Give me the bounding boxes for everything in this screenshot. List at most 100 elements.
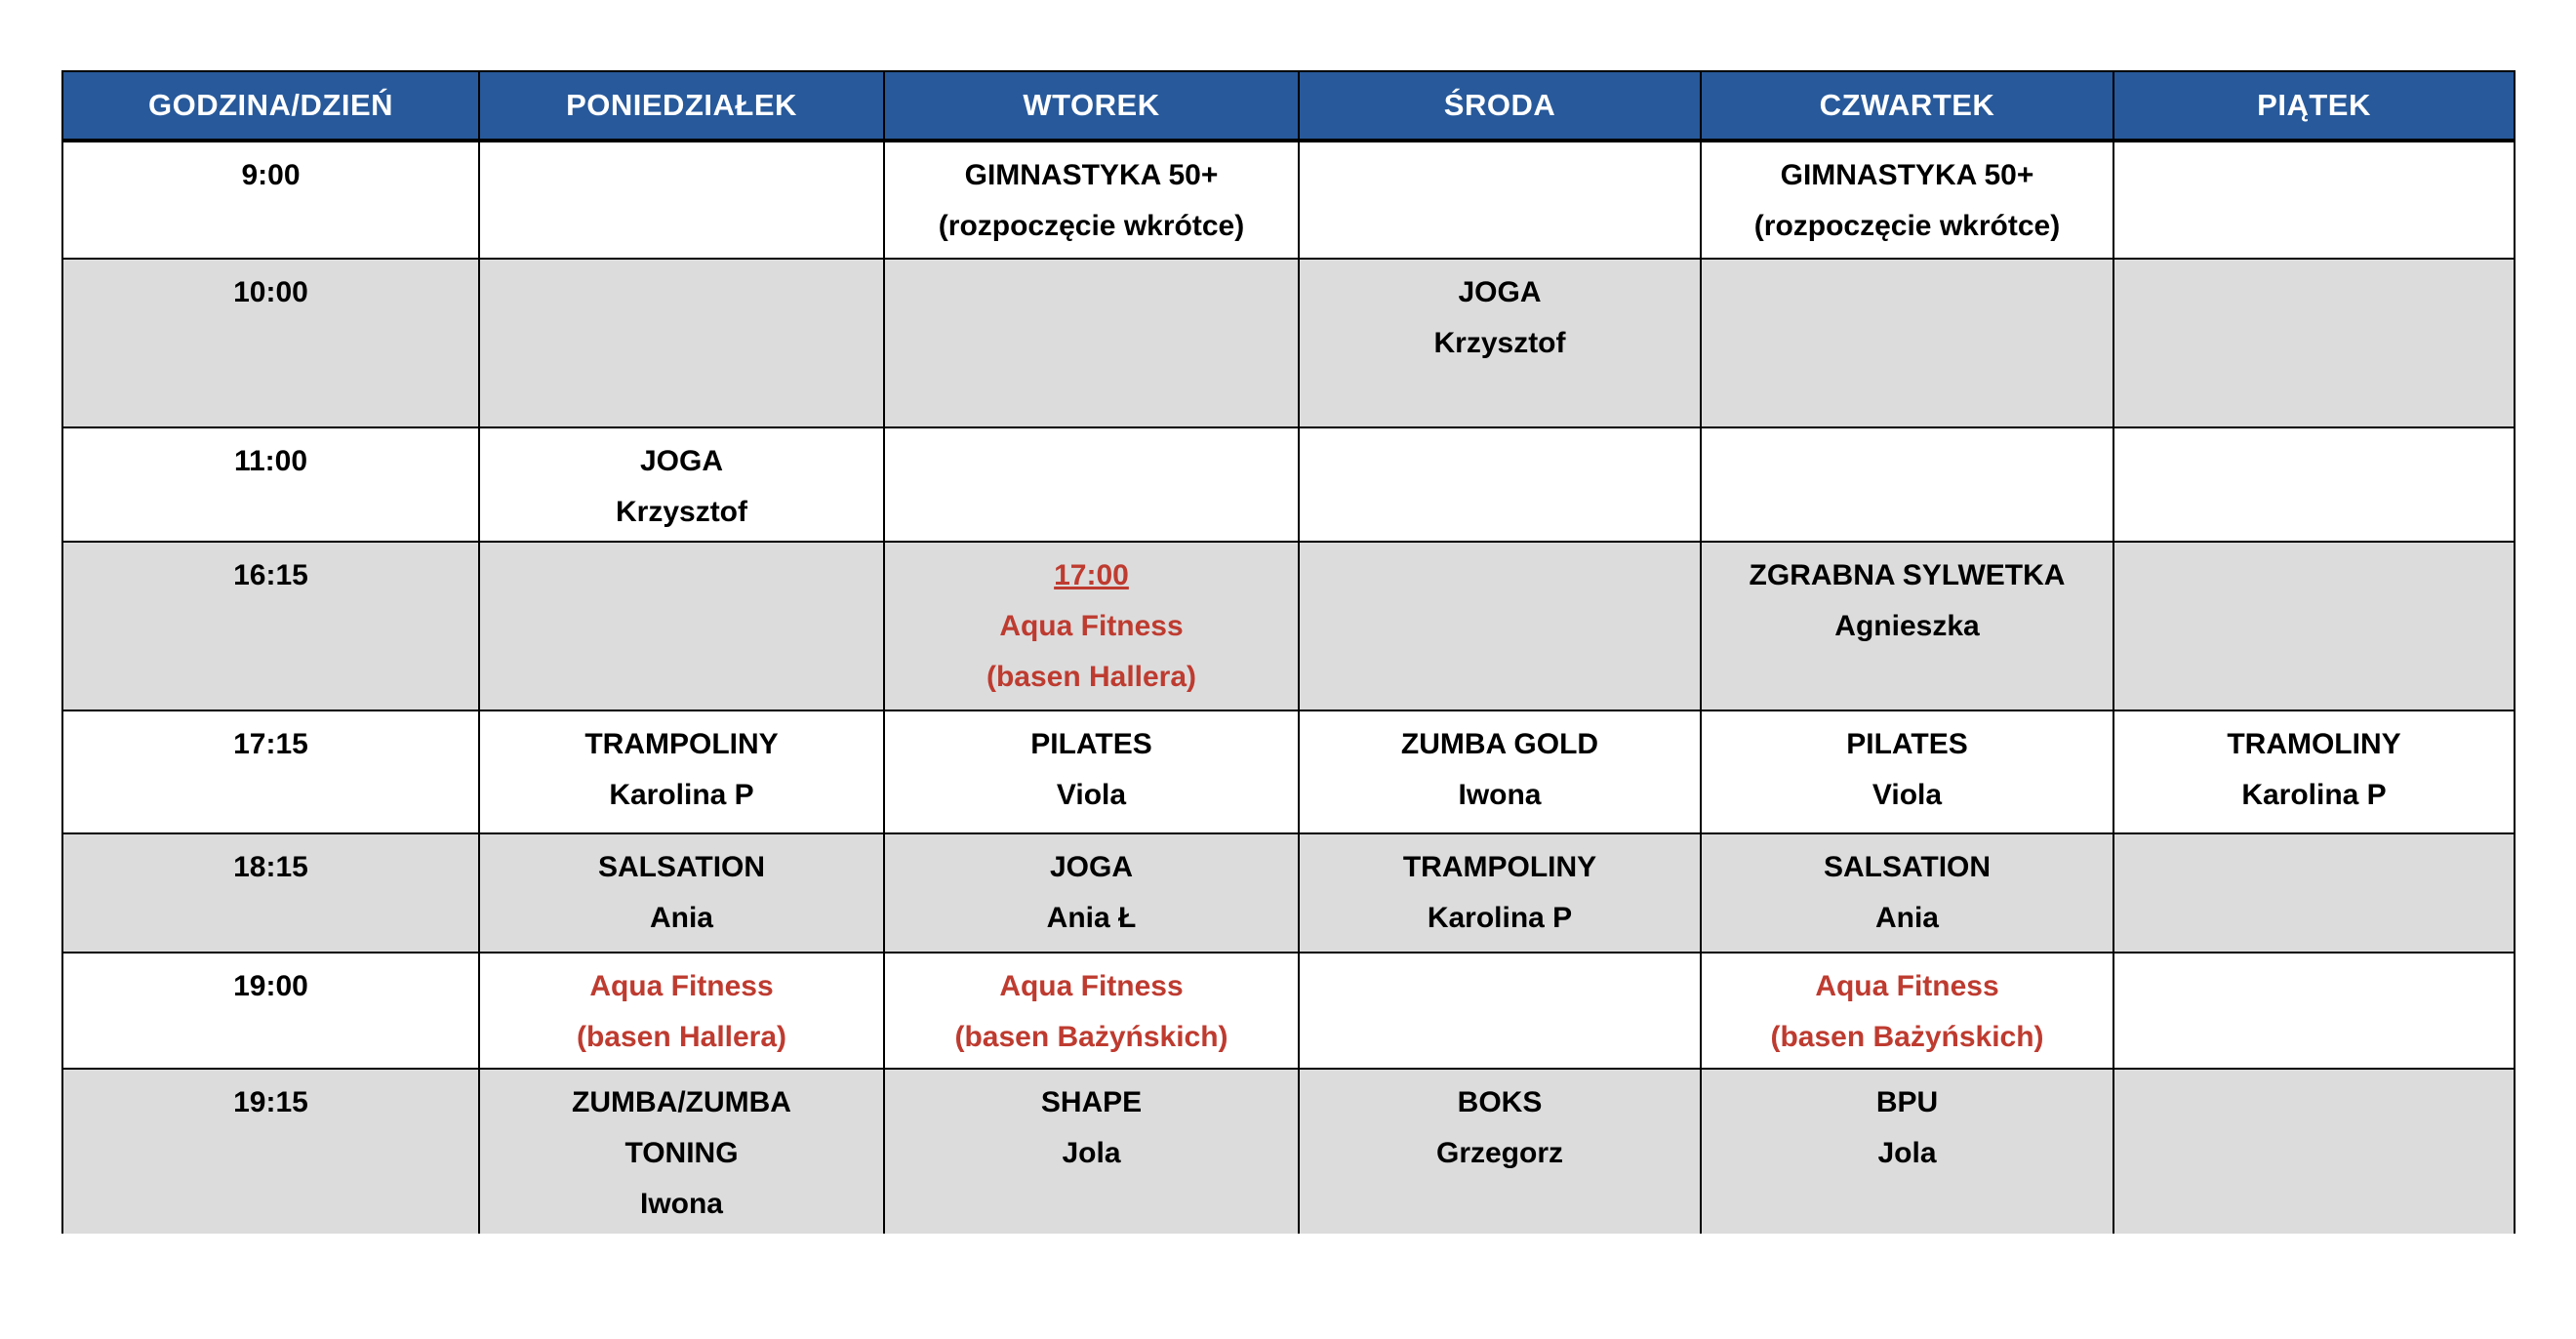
class-cell-line: ZUMBA GOLD (1400, 728, 1599, 760)
empty-cell (478, 541, 885, 711)
class-cell: PILATES Viola (883, 710, 1300, 834)
empty-cell (478, 140, 885, 260)
header-cell-godzina-dzien: GODZINA/DZIEŃ (61, 70, 480, 142)
class-cell-line: Krzysztof (615, 496, 747, 528)
class-cell-line: (rozpoczęcie wkrótce) (1753, 210, 2061, 242)
class-cell: SHAPE Jola (883, 1068, 1300, 1234)
empty-cell (883, 258, 1300, 428)
class-cell: Aqua Fitness (basen Bażyńskich) (883, 952, 1300, 1070)
class-cell: JOGA Krzysztof (478, 426, 885, 543)
class-cell-line: Karolina P (2241, 779, 2387, 811)
class-cell-line: BPU (1875, 1086, 1939, 1118)
empty-cell (1700, 258, 2114, 428)
class-cell-line: Agnieszka (1834, 610, 1980, 642)
class-cell: Aqua Fitness (basen Hallera) (478, 952, 885, 1070)
class-cell-line: Jola (1062, 1137, 1121, 1169)
class-cell-line: Viola (1056, 779, 1127, 811)
class-cell-line: SHAPE (1040, 1086, 1143, 1118)
class-cell-line: Viola (1872, 779, 1943, 811)
class-cell-line: (basen Bażyńskich) (1770, 1021, 2044, 1053)
class-cell-line: TRAMPOLINY (584, 728, 779, 760)
header-cell-poniedzialek: PONIEDZIAŁEK (478, 70, 885, 142)
class-cell-line: (basen Bażyńskich) (954, 1021, 1228, 1053)
class-cell: ZUMBA GOLD Iwona (1298, 710, 1702, 834)
schedule-row: 10:00 JOGA Krzysztof (61, 258, 2516, 428)
header-cell-sroda: ŚRODA (1298, 70, 1702, 142)
class-cell-line: Ania (1874, 902, 1939, 934)
class-cell: Aqua Fitness (basen Bażyńskich) (1700, 952, 2114, 1070)
class-cell-line: Krzysztof (1433, 327, 1566, 359)
empty-cell (2113, 258, 2516, 428)
empty-cell (2113, 140, 2516, 260)
class-cell: BPU Jola (1700, 1068, 2114, 1234)
class-cell-line: TONING (624, 1137, 739, 1169)
schedule-row: 17:15 TRAMPOLINY Karolina P PILATES Viola ZUM… (61, 710, 2516, 834)
class-cell-line: JOGA (1049, 851, 1134, 883)
class-cell-line: Jola (1877, 1137, 1937, 1169)
empty-cell (478, 258, 885, 428)
class-cell-line: TRAMPOLINY (1402, 851, 1597, 883)
class-cell-line: Karolina P (609, 779, 754, 811)
class-cell-line: Iwona (639, 1188, 723, 1220)
header-cell-piatek: PIĄTEK (2113, 70, 2516, 142)
class-cell-line: GIMNASTYKA 50+ (1780, 159, 2034, 191)
schedule-body: 9:00 GIMNASTYKA 50+ (rozpoczęcie wkrótce) G… (61, 140, 2516, 1234)
empty-cell (2113, 832, 2516, 954)
class-cell-line: (rozpoczęcie wkrótce) (938, 210, 1245, 242)
class-cell: JOGA Ania Ł (883, 832, 1300, 954)
class-cell: GIMNASTYKA 50+ (rozpoczęcie wkrótce) (883, 140, 1300, 260)
time-cell: 19:00 (61, 952, 480, 1070)
class-cell-line: Aqua Fitness (589, 970, 774, 1002)
empty-cell (1298, 426, 1702, 543)
schedule-header-row: GODZINA/DZIEŃ PONIEDZIAŁEK WTOREK ŚRODA CZWA… (61, 70, 2516, 142)
class-cell: SALSATION Ania (478, 832, 885, 954)
class-cell: PILATES Viola (1700, 710, 2114, 834)
class-cell-line: JOGA (639, 445, 724, 477)
empty-cell (2113, 541, 2516, 711)
class-cell: GIMNASTYKA 50+ (rozpoczęcie wkrótce) (1700, 140, 2114, 260)
fitness-schedule: GODZINA/DZIEŃ PONIEDZIAŁEK WTOREK ŚRODA CZWA… (61, 70, 2516, 1234)
schedule-row: 19:00 Aqua Fitness (basen Hallera) Aqua Fit… (61, 952, 2516, 1070)
header-cell-czwartek: CZWARTEK (1700, 70, 2114, 142)
schedule-row: 11:00 JOGA Krzysztof (61, 426, 2516, 543)
empty-cell (2113, 426, 2516, 543)
class-cell: TRAMPOLINY Karolina P (1298, 832, 1702, 954)
class-cell-line: Aqua Fitness (999, 610, 1184, 642)
schedule-row: 19:15 ZUMBA/ZUMBA TONING Iwona SHAPE Jola BOKS… (61, 1068, 2516, 1234)
class-cell-line: JOGA (1458, 276, 1542, 308)
class-cell-line: SALSATION (597, 851, 766, 883)
class-cell-line: TRAMOLINY (2227, 728, 2401, 760)
schedule-table: GODZINA/DZIEŃ PONIEDZIAŁEK WTOREK ŚRODA CZWA… (61, 70, 2516, 1234)
class-cell-line: Iwona (1458, 779, 1542, 811)
time-cell: 9:00 (61, 140, 480, 260)
class-cell-line: SALSATION (1823, 851, 1992, 883)
class-cell: SALSATION Ania (1700, 832, 2114, 954)
class-cell-line: Ania Ł (1046, 902, 1137, 934)
class-cell-line: GIMNASTYKA 50+ (964, 159, 1219, 191)
time-cell: 11:00 (61, 426, 480, 543)
class-cell: TRAMOLINY Karolina P (2113, 710, 2516, 834)
class-cell-line: ZGRABNA SYLWETKA (1749, 559, 2066, 591)
class-cell-line: Karolina P (1427, 902, 1573, 934)
header-cell-wtorek: WTOREK (883, 70, 1300, 142)
class-cell-line: Grzegorz (1435, 1137, 1564, 1169)
class-cell: ZUMBA/ZUMBA TONING Iwona (478, 1068, 885, 1234)
class-cell: TRAMPOLINY Karolina P (478, 710, 885, 834)
empty-cell (2113, 1068, 2516, 1234)
empty-cell (1298, 140, 1702, 260)
class-cell-line: Ania (649, 902, 713, 934)
time-cell: 10:00 (61, 258, 480, 428)
time-cell: 16:15 (61, 541, 480, 711)
class-cell-line: PILATES (1846, 728, 1968, 760)
class-cell-line: (basen Hallera) (986, 661, 1197, 693)
empty-cell (2113, 952, 2516, 1070)
schedule-row: 16:15 17:00 Aqua Fitness (basen Hallera) ZGR… (61, 541, 2516, 711)
class-cell: 17:00 Aqua Fitness (basen Hallera) (883, 541, 1300, 711)
class-cell-line: (basen Hallera) (576, 1021, 787, 1053)
empty-cell (1298, 541, 1702, 711)
class-cell: ZGRABNA SYLWETKA Agnieszka (1700, 541, 2114, 711)
class-cell-line: 17:00 (1054, 559, 1129, 591)
schedule-row: 9:00 GIMNASTYKA 50+ (rozpoczęcie wkrótce) G… (61, 140, 2516, 260)
class-cell: JOGA Krzysztof (1298, 258, 1702, 428)
class-cell-line: BOKS (1457, 1086, 1543, 1118)
